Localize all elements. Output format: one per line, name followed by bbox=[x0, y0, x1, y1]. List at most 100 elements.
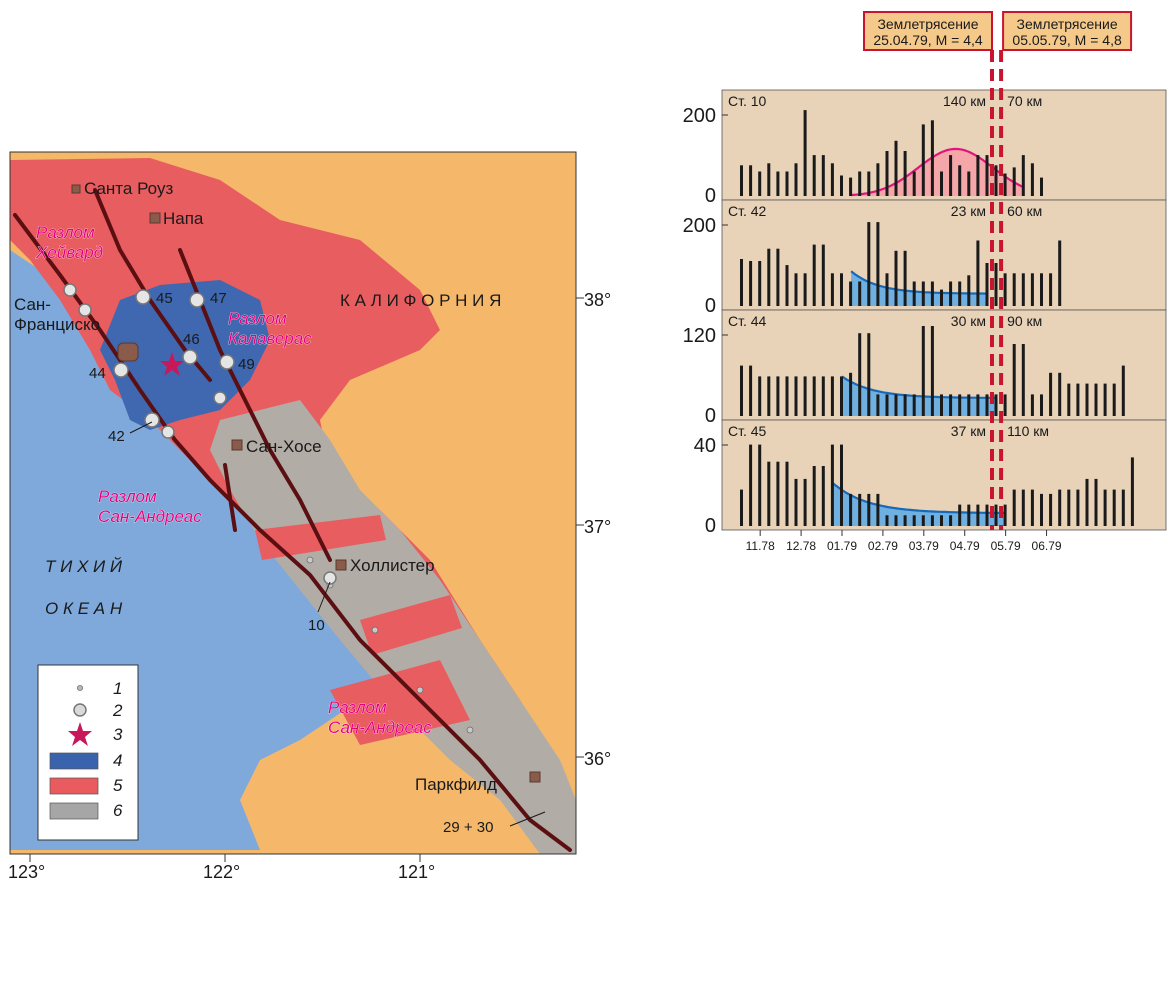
histogram-bar bbox=[776, 376, 780, 416]
histogram-bar bbox=[840, 175, 843, 196]
histogram-bar bbox=[794, 376, 798, 416]
histogram-bar bbox=[858, 333, 862, 416]
histogram-bar bbox=[849, 372, 853, 416]
station-label-45: 45 bbox=[156, 290, 173, 307]
histogram-bar bbox=[930, 281, 934, 306]
histogram-bar bbox=[940, 394, 943, 416]
station-label: Ст. 44 bbox=[728, 313, 767, 329]
city-marker-parkfield bbox=[529, 771, 541, 783]
histogram-bar bbox=[840, 444, 843, 526]
histogram-bar bbox=[758, 261, 762, 306]
histogram-bar bbox=[885, 151, 889, 196]
histogram-panel: 200 0 Ст. 10 140 км 70 км bbox=[683, 89, 1167, 207]
histogram-bar bbox=[958, 165, 962, 196]
y-tick-zero: 0 bbox=[705, 515, 716, 537]
histogram-bar bbox=[967, 394, 971, 416]
histogram-bar bbox=[740, 365, 743, 416]
histogram-bar bbox=[1040, 177, 1043, 196]
histogram-bar bbox=[876, 493, 880, 526]
histogram-bar bbox=[1058, 240, 1062, 306]
histogram-bar bbox=[903, 394, 907, 416]
x-tick-label: 06.79 bbox=[1032, 539, 1062, 553]
fault-branch bbox=[223, 463, 237, 532]
lon-label-123: 123° bbox=[8, 862, 45, 882]
histogram-bar bbox=[985, 394, 989, 416]
histogram-bar bbox=[1021, 344, 1025, 416]
histogram-bar bbox=[1021, 155, 1025, 196]
lat-label-36: 36° bbox=[584, 749, 611, 769]
station-hayward-a bbox=[63, 283, 77, 297]
histogram-bar bbox=[876, 163, 880, 196]
legend-num-3: 3 bbox=[113, 725, 123, 744]
histogram-bar bbox=[1040, 273, 1043, 306]
histogram-bar bbox=[1030, 394, 1034, 416]
histogram-bar bbox=[894, 250, 898, 306]
histogram-bar bbox=[740, 165, 743, 196]
histogram-bar bbox=[885, 515, 889, 526]
histogram-bar bbox=[894, 394, 898, 416]
histogram-bar bbox=[1085, 478, 1089, 526]
legend-num-5: 5 bbox=[113, 776, 123, 795]
city-marker-santa-rosa bbox=[71, 184, 81, 194]
city-label-hollister: Холлистер bbox=[350, 556, 435, 575]
histogram-bar bbox=[740, 489, 743, 526]
histogram-bar bbox=[1049, 493, 1053, 526]
histogram-bar bbox=[849, 281, 853, 306]
histogram-panel: 120 0 Ст. 44 30 км 90 км bbox=[683, 309, 1167, 427]
histogram-bar bbox=[830, 163, 834, 196]
small-station bbox=[416, 686, 424, 694]
histogram-bar bbox=[994, 165, 998, 196]
text-line: Разлом bbox=[98, 487, 157, 506]
histogram-bar bbox=[885, 394, 889, 416]
fault-san-andreas bbox=[13, 213, 572, 852]
histogram-panels: 200 0 Ст. 10 140 км 70 км 200 0 Ст. 42 23 км 60 к… bbox=[683, 50, 1167, 553]
histogram-bar bbox=[803, 478, 807, 526]
histogram-bar bbox=[794, 478, 798, 526]
histogram-bar bbox=[1040, 493, 1043, 526]
histogram-bar bbox=[812, 376, 816, 416]
y-tick-top: 120 bbox=[683, 325, 716, 347]
histogram-bar bbox=[749, 444, 753, 526]
station-label-42: 42 bbox=[108, 428, 125, 445]
fault-label-hayward: Разлом Хейвард bbox=[35, 223, 103, 262]
text-line: Разлом bbox=[328, 698, 387, 717]
map-legend: 1 2 3 4 5 6 bbox=[37, 664, 139, 841]
histogram-bar bbox=[758, 376, 762, 416]
x-tick-label: 11.78 bbox=[746, 539, 775, 553]
histogram-bar bbox=[867, 171, 871, 196]
histogram-bar bbox=[830, 444, 834, 526]
histogram-bar bbox=[1040, 394, 1043, 416]
x-tick-label: 04.79 bbox=[950, 539, 980, 553]
x-tick-label: 12.78 bbox=[786, 539, 816, 553]
text-line: Франциско bbox=[14, 315, 100, 334]
histogram-bar bbox=[1003, 394, 1007, 416]
lat-label-38: 38° bbox=[584, 290, 611, 310]
lat-label-37: 37° bbox=[584, 517, 611, 537]
histogram-bar bbox=[1012, 167, 1016, 196]
y-tick-zero: 0 bbox=[705, 185, 716, 207]
histogram-bar bbox=[876, 394, 880, 416]
lon-label-121: 121° bbox=[398, 862, 435, 882]
histogram-bar bbox=[930, 515, 934, 526]
legend-num-4: 4 bbox=[113, 751, 122, 770]
histogram-bar bbox=[1094, 478, 1098, 526]
text-line: Сан- bbox=[14, 295, 51, 314]
x-tick-label: 02.79 bbox=[868, 539, 898, 553]
histogram-bar bbox=[1130, 457, 1134, 526]
city-label-parkfield: Паркфилд bbox=[415, 775, 497, 794]
legend-num-6: 6 bbox=[113, 801, 123, 820]
fault-label-san-andreas-north: Разлом Сан-Андреас bbox=[98, 487, 202, 526]
legend-swatch-6 bbox=[49, 802, 99, 820]
histogram-bar bbox=[921, 515, 925, 526]
histogram-bar bbox=[912, 394, 916, 416]
histogram-bar bbox=[967, 171, 971, 196]
station-label-47: 47 bbox=[210, 290, 227, 307]
histogram-bar bbox=[1030, 273, 1034, 306]
histogram-bar bbox=[812, 466, 816, 526]
histogram-bar bbox=[949, 155, 953, 196]
histogram-bar bbox=[758, 171, 762, 196]
small-station bbox=[306, 556, 314, 564]
histogram-bar bbox=[1076, 383, 1080, 416]
histogram-bar bbox=[1103, 489, 1107, 526]
